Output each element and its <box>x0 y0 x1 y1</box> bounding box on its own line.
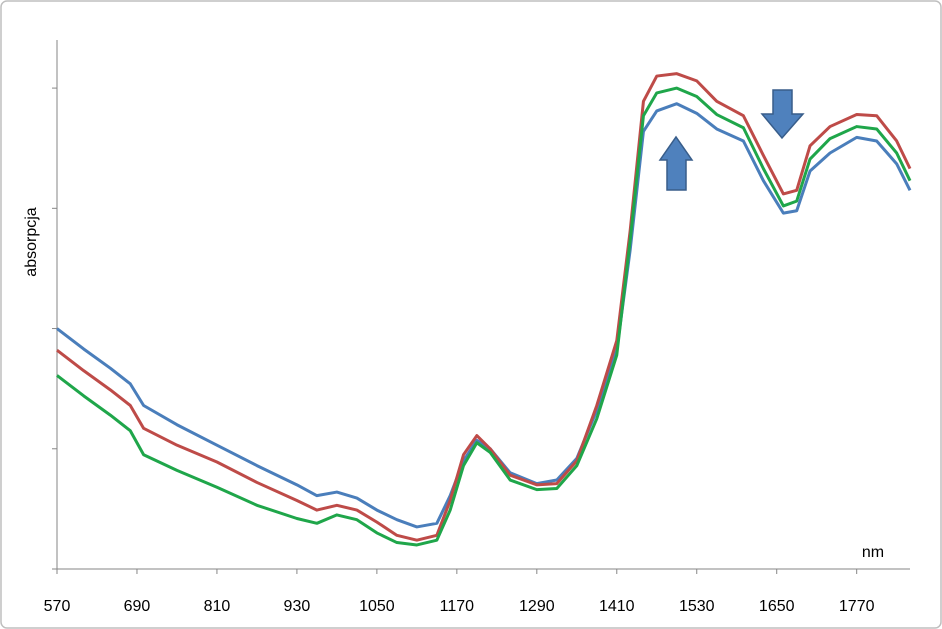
x-tick-label: 570 <box>44 598 71 615</box>
x-tick-label: 1650 <box>759 598 795 615</box>
x-tick-label: 930 <box>284 598 311 615</box>
x-tick-label: 1290 <box>519 598 555 615</box>
y-axis-label: absorpcja <box>23 207 40 276</box>
down-arrow <box>760 89 805 140</box>
x-tick-label: 1170 <box>440 598 475 615</box>
x-tick-label: 810 <box>204 598 231 615</box>
series-line <box>56 72 912 542</box>
series-line <box>56 86 912 547</box>
x-tick-label: 1050 <box>359 598 395 615</box>
plot-area: 570 690 810 930 1050 1170 1290 1410 1530 1650 1770 <box>44 40 912 615</box>
x-tick-label: 1410 <box>599 598 635 615</box>
x-tick-label: 690 <box>124 598 151 615</box>
x-tick-label: 1770 <box>839 598 875 615</box>
x-tick-label: 1530 <box>679 598 715 615</box>
up-arrow <box>658 135 694 191</box>
series-line <box>56 102 912 529</box>
x-axis-label: nm <box>862 544 884 561</box>
